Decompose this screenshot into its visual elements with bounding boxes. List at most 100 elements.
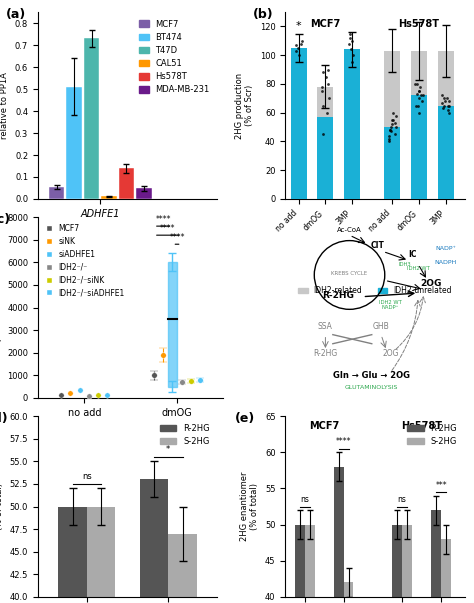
Text: 2OG: 2OG	[420, 279, 442, 288]
Bar	[305, 525, 315, 603]
Point	[391, 130, 398, 139]
Text: Hs578T: Hs578T	[401, 420, 442, 431]
Point	[318, 86, 325, 96]
Text: CIT: CIT	[370, 241, 384, 250]
Point	[419, 90, 427, 100]
Point	[411, 79, 419, 89]
Point	[417, 90, 424, 100]
Bar	[87, 507, 115, 603]
Point	[441, 93, 448, 103]
Point	[389, 108, 397, 118]
Point	[324, 65, 332, 74]
Point	[415, 108, 423, 118]
Bar	[84, 39, 100, 199]
Text: ns: ns	[82, 472, 91, 481]
Legend: R-2HG, S-2HG: R-2HG, S-2HG	[156, 420, 213, 449]
Point	[348, 57, 356, 67]
Point	[414, 101, 421, 110]
Text: SSA: SSA	[318, 322, 333, 331]
Point	[446, 101, 453, 110]
Text: ****: ****	[169, 233, 185, 242]
Point	[296, 51, 303, 60]
Text: R-2HG: R-2HG	[322, 291, 355, 300]
Point	[322, 72, 330, 81]
Point	[385, 134, 392, 144]
Point	[85, 391, 93, 400]
Point	[445, 108, 453, 118]
Point	[439, 104, 447, 113]
Text: ns: ns	[301, 495, 309, 504]
Point	[412, 101, 420, 110]
Bar	[118, 168, 134, 199]
Point	[387, 122, 395, 132]
Y-axis label: 2HG production
(% of Scr): 2HG production (% of Scr)	[235, 72, 254, 139]
Y-axis label: ADHFE1 mRNA level
relative to PP1A: ADHFE1 mRNA level relative to PP1A	[0, 63, 9, 148]
Bar	[101, 197, 117, 199]
Text: ****: ****	[336, 437, 352, 446]
Point	[292, 46, 300, 55]
Point	[388, 115, 396, 125]
Legend: MCF7, BT474, T47D, CAL51, Hs578T, MDA-MB-231: MCF7, BT474, T47D, CAL51, Hs578T, MDA-MB…	[136, 16, 213, 98]
Point	[325, 79, 332, 89]
Point	[346, 39, 353, 48]
Bar	[438, 51, 454, 106]
Point	[416, 86, 423, 96]
Bar	[392, 525, 402, 603]
Point	[299, 36, 306, 46]
Bar	[49, 187, 64, 199]
Text: (d): (d)	[0, 412, 9, 426]
Point	[386, 125, 393, 135]
Y-axis label: 2HG enantiomer
(% of total): 2HG enantiomer (% of total)	[240, 472, 259, 541]
Point	[319, 101, 327, 110]
Point	[417, 82, 424, 92]
Point	[76, 385, 83, 395]
Text: ****: ****	[160, 224, 175, 233]
Point	[104, 390, 111, 399]
Text: NADP⁺: NADP⁺	[436, 245, 456, 251]
Text: ****: ****	[155, 215, 171, 224]
Bar	[295, 525, 305, 603]
Point	[297, 39, 304, 48]
Bar	[384, 127, 401, 199]
Point	[415, 93, 423, 103]
Bar	[318, 117, 333, 199]
Point	[292, 40, 300, 50]
Bar	[402, 525, 412, 603]
Bar	[136, 188, 152, 199]
Text: R-2HG: R-2HG	[313, 349, 337, 358]
Point	[392, 111, 400, 121]
Text: KREBS CYCLE: KREBS CYCLE	[331, 271, 367, 276]
Point	[441, 96, 449, 106]
Bar	[291, 48, 307, 199]
Point	[445, 105, 452, 115]
Text: *: *	[166, 445, 171, 454]
Point	[438, 98, 446, 107]
Text: IDH2 WT: IDH2 WT	[407, 265, 429, 271]
Text: *: *	[296, 21, 301, 31]
Point	[323, 108, 331, 118]
Text: (b): (b)	[253, 8, 273, 21]
Text: GLUTAMINOLYSIS: GLUTAMINOLYSIS	[345, 385, 399, 390]
Point	[444, 101, 452, 110]
Point	[319, 130, 327, 139]
Bar	[411, 51, 427, 95]
Bar	[168, 262, 176, 387]
Point	[387, 127, 394, 136]
Point	[392, 122, 400, 132]
Text: GHB: GHB	[373, 322, 390, 331]
Text: MCF7: MCF7	[310, 19, 340, 30]
Bar	[344, 582, 354, 603]
Text: ns: ns	[398, 495, 407, 504]
Text: NADPH: NADPH	[435, 260, 457, 265]
Point	[349, 51, 357, 60]
Bar	[168, 534, 197, 603]
Y-axis label: pmol of 2HG
per million cells: pmol of 2HG per million cells	[0, 274, 1, 341]
Point	[57, 390, 65, 399]
Point	[66, 388, 74, 398]
Point	[443, 93, 450, 103]
Bar	[140, 479, 168, 603]
Bar	[411, 95, 427, 199]
Point	[415, 86, 422, 96]
Legend: MCF7, siNK, siADHFE1, IDH2⁻/⁻, IDH2⁻/⁻siNK, IDH2⁻/⁻siADHFE1: MCF7, siNK, siADHFE1, IDH2⁻/⁻, IDH2⁻/⁻si…	[42, 221, 128, 300]
Text: Ac-CoA: Ac-CoA	[337, 227, 362, 233]
